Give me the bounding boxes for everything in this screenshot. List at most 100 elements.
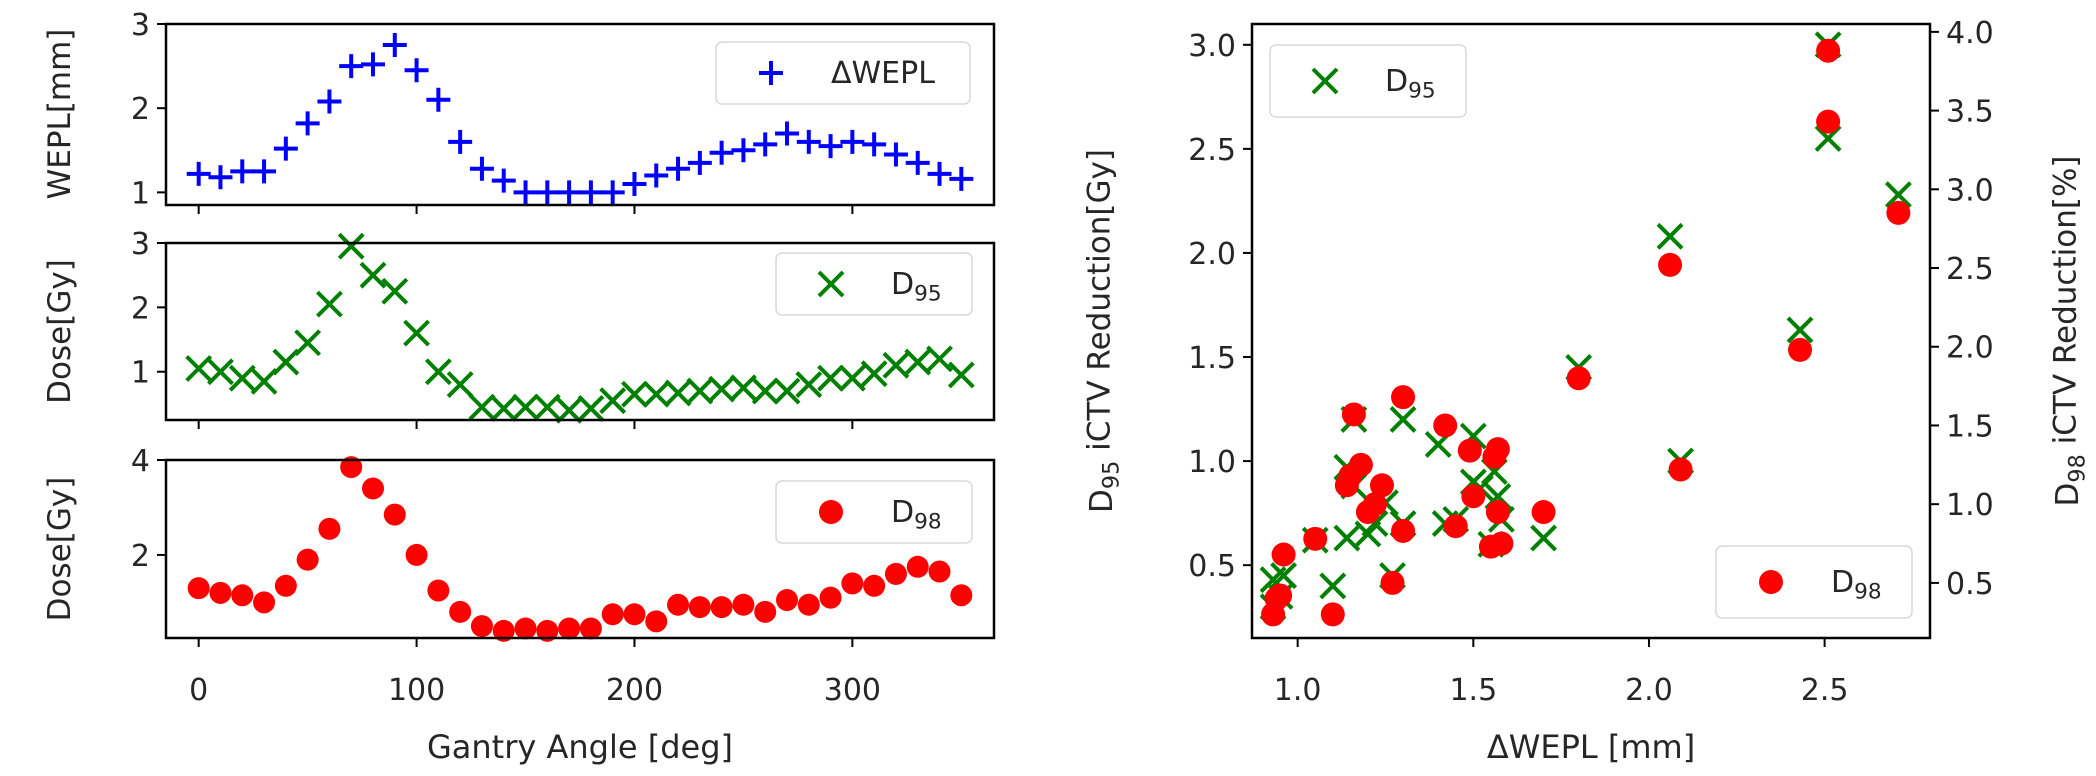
wepl-point <box>208 165 233 190</box>
d95-point <box>207 358 234 386</box>
wepl-ytick-label: 3 <box>131 8 150 43</box>
d98-scatter-point <box>1271 542 1296 567</box>
wepl-point <box>339 54 364 79</box>
d98-ytick-label: 4 <box>131 444 150 479</box>
scatter-xtick-label: 1.5 <box>1449 673 1497 708</box>
wepl-point <box>295 111 320 136</box>
scatter-xtick-label: 1.0 <box>1274 673 1322 708</box>
d98-point <box>558 617 581 640</box>
wepl-legend-label: ΔWEPL <box>831 56 935 91</box>
d98-xtick-label: 100 <box>388 673 445 708</box>
d98-point <box>906 555 929 578</box>
wepl-point <box>382 33 407 58</box>
d95-point <box>926 345 953 373</box>
d98-scatter-point <box>1485 500 1510 525</box>
scatter-ytick-right-label: 3.0 <box>1946 173 1994 208</box>
d95-point <box>250 367 278 395</box>
d95-point <box>686 377 714 405</box>
d98-point <box>318 517 341 540</box>
d95-legend-marker <box>817 270 845 298</box>
wepl-point <box>252 159 277 184</box>
d98-scatter-point <box>1485 437 1510 462</box>
wepl-point <box>666 156 691 181</box>
wepl-point <box>273 136 298 161</box>
wepl-point <box>600 180 625 205</box>
scatter-ytick-left-label: 1.0 <box>1188 445 1236 480</box>
scatter-d98-legend-marker <box>1759 570 1783 594</box>
d98-point <box>601 603 624 626</box>
d95-scatter-point <box>1389 406 1417 433</box>
d98-scatter-point <box>1348 452 1373 477</box>
d95-point <box>730 374 757 402</box>
wepl-point <box>796 129 821 154</box>
scatter-ylabel-right: D98 iCTV Reduction[%] <box>2047 155 2090 506</box>
d95-point <box>185 355 213 382</box>
d95-point <box>642 380 670 408</box>
wepl-point <box>731 138 756 163</box>
wepl-point <box>818 134 843 159</box>
scatter-xtick-label: 2.0 <box>1625 673 1673 708</box>
scatter-ylabel-right-group: D98 iCTV Reduction[%] <box>2047 155 2090 506</box>
wepl-point <box>840 129 865 154</box>
scatter-d95-legend-frame <box>1269 44 1467 118</box>
d98-legend-marker <box>819 500 843 524</box>
d98-point <box>187 577 210 600</box>
wepl-legend-marker <box>759 61 783 85</box>
d98-xtick-label: 200 <box>606 673 663 708</box>
d98-scatter-point <box>1303 526 1328 551</box>
d95-scatter-point <box>1656 222 1684 250</box>
d95-point <box>882 351 910 379</box>
panel-scatter: ΔWEPL [mm] 1.0 1.5 2.0 2.5 0.5 1.0 1.5 2.0 2.5 3.… <box>1081 16 2090 766</box>
d98-scatter-point <box>1433 413 1458 438</box>
d95-point <box>468 393 496 421</box>
panel-d95-ylabel: Dose[Gy] <box>42 259 78 404</box>
wepl-point <box>775 121 799 146</box>
d95-point <box>294 329 322 357</box>
d98-point <box>863 574 886 597</box>
d98-point <box>623 603 646 626</box>
d98-point <box>732 593 755 616</box>
d95-point <box>337 232 365 260</box>
scatter-xlabel: ΔWEPL [mm] <box>1487 728 1695 766</box>
wepl-point <box>709 140 734 165</box>
wepl-point <box>905 150 930 175</box>
d98-point <box>710 596 733 619</box>
d95-point <box>555 396 583 424</box>
wepl-point <box>426 87 451 112</box>
wepl-point <box>317 89 342 114</box>
d98-point <box>427 579 450 602</box>
wepl-point <box>404 58 429 83</box>
wepl-point <box>491 168 516 193</box>
scatter-ylabel-left: D95 iCTV Reduction[Gy] <box>1081 149 1124 513</box>
d95-point <box>512 393 539 421</box>
d95-point <box>904 348 932 376</box>
scatter-ytick-left-label: 2.5 <box>1188 133 1236 168</box>
panel-d95: Dose[Gy] 1 2 3 D95 <box>42 227 996 429</box>
d95-point <box>381 277 409 305</box>
panel-d98: Dose[Gy] Gantry Angle [deg] 2 4 D98 0 100 200… <box>42 444 996 766</box>
d98-point <box>797 593 820 616</box>
scatter-ytick-left-label: 2.0 <box>1188 237 1236 272</box>
scatter-xtick-label: 2.5 <box>1801 673 1849 708</box>
d98-point <box>405 543 428 566</box>
wepl-point <box>622 171 647 196</box>
wepl-point <box>535 180 560 205</box>
d95-point <box>403 319 430 347</box>
d98-xtick-label: 0 <box>189 673 208 708</box>
d98-scatter-point <box>1369 473 1394 498</box>
d95-point <box>490 395 518 422</box>
d98-point <box>470 615 493 638</box>
d95-ytick-label: 1 <box>131 356 150 391</box>
wepl-point <box>883 142 908 167</box>
d98-scatter-point <box>1320 602 1345 627</box>
d98-point <box>296 548 319 571</box>
d95-point <box>446 371 474 399</box>
d98-point <box>579 617 602 640</box>
d95-point <box>359 261 387 289</box>
wepl-point <box>644 163 669 188</box>
d98-point <box>231 584 254 607</box>
d95-scatter-point <box>1884 181 1912 209</box>
wepl-point <box>186 161 211 186</box>
d98-scatter-point <box>1668 457 1693 482</box>
d98-point <box>536 619 559 642</box>
